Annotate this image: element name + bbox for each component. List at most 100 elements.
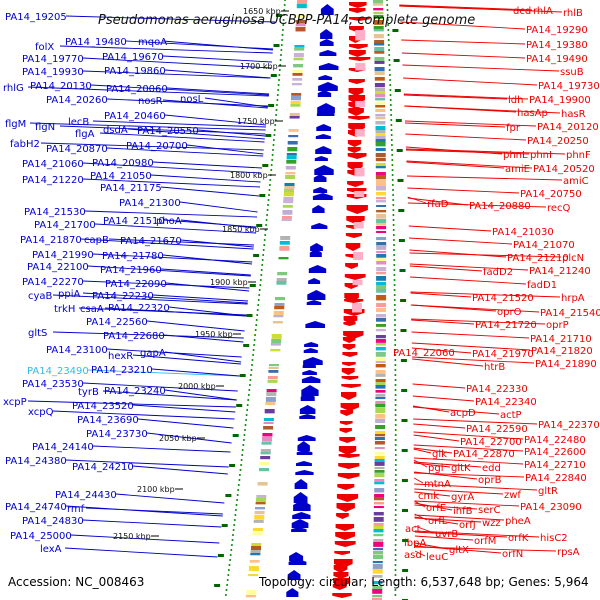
gene-label-forward[interactable]: PA14_20250 <box>527 136 589 147</box>
gene-label-forward[interactable]: pgl <box>428 463 443 474</box>
gene-label-reverse[interactable]: capB <box>84 235 109 246</box>
gene-label-reverse[interactable]: PA14_24140 <box>32 442 94 453</box>
gene-label-forward[interactable]: edd <box>482 463 501 474</box>
gene-label-reverse[interactable]: PA14_20260 <box>46 95 108 106</box>
gene-label-forward[interactable]: asd <box>404 550 422 561</box>
gene-label-forward[interactable]: PA14_22330 <box>466 384 528 395</box>
gene-label-reverse[interactable]: PA14_20460 <box>104 111 166 122</box>
gene-label-forward[interactable]: pheA <box>505 516 531 527</box>
gene-label-forward[interactable]: serC <box>478 505 500 516</box>
gene-label-reverse[interactable]: PA14_22560 <box>86 317 148 328</box>
gene-label-forward[interactable]: gltX <box>449 545 469 556</box>
gene-label-forward[interactable]: plcN <box>562 253 584 264</box>
gene-label-reverse[interactable]: cyaB <box>28 291 53 302</box>
gene-label-forward[interactable]: PA14_19490 <box>526 54 588 65</box>
gene-label-forward[interactable]: PA14_21210 <box>507 253 569 264</box>
gene-label-forward[interactable]: PA14_19900 <box>529 95 591 106</box>
gene-label-forward[interactable]: leuC <box>426 552 448 563</box>
gene-label-reverse[interactable]: PA14_21060 <box>22 159 84 170</box>
gene-label-reverse[interactable]: PA14_19930 <box>22 67 84 78</box>
gene-label-forward[interactable]: PA14_19380 <box>526 40 588 51</box>
gene-label-reverse[interactable]: PA14_20700 <box>126 141 188 152</box>
gene-label-forward[interactable]: orfJ <box>459 520 476 531</box>
gene-label-forward[interactable]: PA14_22870 <box>453 449 515 460</box>
gene-label-forward[interactable]: phnF <box>566 150 591 161</box>
gene-label-reverse[interactable]: hexR <box>108 351 133 362</box>
gene-label-reverse[interactable]: PA14_24830 <box>22 516 84 527</box>
gene-label-reverse[interactable]: PA14_21530 <box>24 207 86 218</box>
gene-label-reverse[interactable]: fabH2 <box>10 139 40 150</box>
gene-label-reverse[interactable]: PA14_23240 <box>104 386 166 397</box>
gene-label-forward[interactable]: wzz <box>482 518 501 529</box>
gene-label-forward[interactable]: orfE <box>426 503 446 514</box>
gene-label-forward[interactable]: PA14_20520 <box>533 164 595 175</box>
gene-label-reverse[interactable]: csaA <box>80 304 104 315</box>
gene-label-forward[interactable]: orfK <box>508 533 529 544</box>
gene-label-forward[interactable]: hasR <box>561 109 586 120</box>
gene-label-forward[interactable]: dcd <box>513 6 531 17</box>
gene-label-reverse[interactable]: PA14_24380 <box>5 456 67 467</box>
gene-label-forward[interactable]: amiC <box>563 176 589 187</box>
gene-label-reverse[interactable]: PA14_23690 <box>77 415 139 426</box>
gene-label-reverse[interactable]: xcpQ <box>28 407 54 418</box>
gene-label-reverse[interactable]: PA14_25000 <box>10 531 72 542</box>
gene-label-forward[interactable]: orfM <box>474 536 496 547</box>
gene-label-reverse[interactable]: PA14_21510 <box>103 216 165 227</box>
gene-label-forward[interactable]: fpr <box>506 123 521 134</box>
gene-label-forward[interactable]: phnL <box>503 150 528 161</box>
gene-label-reverse[interactable]: nosL <box>180 94 204 105</box>
gene-label-reverse[interactable]: nosR <box>138 96 163 107</box>
gene-label-forward[interactable]: PA14_22370 <box>538 420 600 431</box>
gene-label-reverse[interactable]: PA14_21220 <box>22 175 84 186</box>
gene-label-forward[interactable]: PA14_22600 <box>524 447 586 458</box>
gene-label-forward[interactable]: gltK <box>451 463 471 474</box>
gene-label-reverse[interactable]: ppiA <box>58 289 80 300</box>
gene-label-forward[interactable]: ibpA <box>404 538 426 549</box>
gene-label-forward[interactable]: PA14_21710 <box>530 334 592 345</box>
gene-label-forward[interactable]: PA14_21720 <box>475 320 537 331</box>
gene-label-reverse[interactable]: PA14_21050 <box>90 171 152 182</box>
gene-label-forward[interactable]: rhlA <box>533 6 553 17</box>
gene-label-reverse[interactable]: PA14_21670 <box>120 236 182 247</box>
gene-label-reverse[interactable]: flgA <box>75 129 95 140</box>
gene-label-reverse[interactable]: PA14_21300 <box>119 198 181 209</box>
gene-label-forward[interactable]: gyrA <box>451 492 474 503</box>
gene-label-forward[interactable]: PA14_20120 <box>537 122 599 133</box>
gene-label-reverse[interactable]: rmf <box>67 504 85 515</box>
gene-label-forward[interactable]: PA14_20750 <box>520 189 582 200</box>
gene-label-forward[interactable]: rpsA <box>557 547 580 558</box>
gene-label-reverse[interactable]: trkH <box>54 304 75 315</box>
gene-label-forward[interactable]: PA14_21540 <box>540 308 600 319</box>
gene-label-forward[interactable]: PA14_23090 <box>520 502 582 513</box>
gene-label-reverse[interactable]: PA14_23730 <box>86 429 148 440</box>
gene-label-reverse[interactable]: PA14_19770 <box>22 54 84 65</box>
gene-label-reverse[interactable]: PA14_21700 <box>34 220 96 231</box>
gene-label-reverse[interactable]: PA14_24740 <box>5 502 67 513</box>
gene-label-forward[interactable]: PA14_21820 <box>531 346 593 357</box>
gene-label-forward[interactable]: orfN <box>502 549 523 560</box>
gene-label-forward[interactable]: cmk <box>418 491 439 502</box>
gene-label-forward[interactable]: rhlB <box>563 8 583 19</box>
gene-label-reverse[interactable]: mqoA <box>138 37 167 48</box>
gene-label-reverse[interactable]: lecB <box>68 117 89 128</box>
gene-label-forward[interactable]: htrB <box>484 362 505 373</box>
gene-label-forward[interactable]: PA14_22340 <box>475 397 537 408</box>
gene-label-reverse[interactable]: PA14_24210 <box>72 462 134 473</box>
gene-label-forward[interactable]: rfaD <box>427 199 449 210</box>
gene-label-forward[interactable]: recQ <box>547 203 571 214</box>
gene-label-forward[interactable]: PA14_21970 <box>472 349 534 360</box>
gene-label-forward[interactable]: ldh <box>508 95 523 106</box>
gene-label-forward[interactable]: actP <box>500 410 522 421</box>
gene-label-reverse[interactable]: PA14_20980 <box>92 158 154 169</box>
gene-label-reverse[interactable]: PA14_19480 <box>65 37 127 48</box>
gene-label-forward[interactable]: amiE <box>505 164 530 175</box>
gene-label-reverse[interactable]: PA14_20060 <box>106 84 168 95</box>
gene-label-forward[interactable]: PA14_20880 <box>469 201 531 212</box>
gene-label-reverse[interactable]: PA14_21870 <box>20 235 82 246</box>
gene-label-forward[interactable]: hasAp <box>517 108 548 119</box>
gene-label-forward[interactable]: acpD <box>450 408 476 419</box>
gene-label-reverse[interactable]: PA14_21175 <box>100 183 162 194</box>
gene-label-reverse[interactable]: PA14_22230 <box>92 291 154 302</box>
gene-label-reverse[interactable]: PA14_19670 <box>102 52 164 63</box>
gene-label-reverse[interactable]: dsdA <box>103 125 128 136</box>
